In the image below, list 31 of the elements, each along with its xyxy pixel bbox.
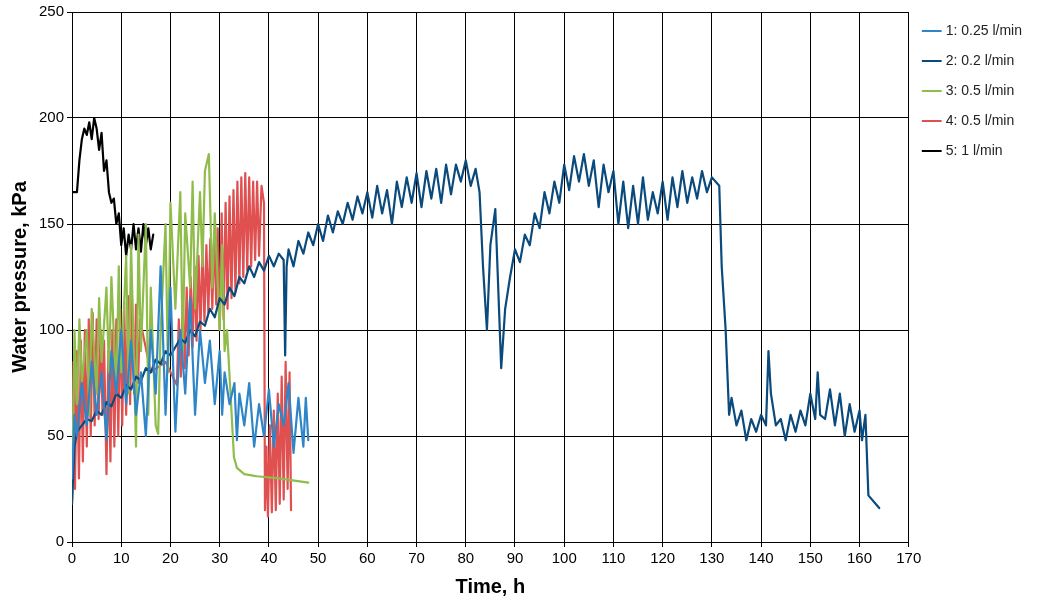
y-tick-label: 100 xyxy=(39,320,65,338)
x-tick-label: 80 xyxy=(457,549,475,567)
legend-label: 2: 0.2 l/min xyxy=(945,51,1015,68)
legend-label: 4: 0.5 l/min xyxy=(945,111,1015,128)
x-tick-label: 160 xyxy=(847,549,873,567)
y-tick-label: 150 xyxy=(39,214,65,232)
x-tick-label: 90 xyxy=(506,549,524,567)
y-tick-label: 50 xyxy=(47,426,65,444)
y-axis-title: Water pressure, kPa xyxy=(7,180,30,373)
x-tick-label: 170 xyxy=(896,549,922,567)
legend-label: 1: 0.25 l/min xyxy=(945,21,1022,38)
legend-label: 5: 1 l/min xyxy=(945,141,1003,158)
x-tick-label: 70 xyxy=(408,549,425,567)
x-tick-label: 120 xyxy=(650,549,676,567)
x-tick-label: 150 xyxy=(797,549,823,567)
x-tick-label: 60 xyxy=(358,549,376,567)
x-tick-label: 100 xyxy=(551,549,577,567)
x-tick-label: 10 xyxy=(112,549,130,567)
x-tick-label: 140 xyxy=(748,549,774,567)
y-tick-label: 0 xyxy=(55,532,65,550)
x-tick-label: 110 xyxy=(601,549,626,567)
y-tick-label: 200 xyxy=(39,108,65,126)
legend-label: 3: 0.5 l/min xyxy=(945,81,1015,98)
x-axis-title: Time, h xyxy=(455,574,526,597)
x-tick-label: 50 xyxy=(309,549,327,567)
y-tick-label: 250 xyxy=(39,2,65,20)
x-tick-label: 20 xyxy=(162,549,179,567)
x-tick-label: 40 xyxy=(260,549,278,567)
x-tick-label: 0 xyxy=(67,549,77,567)
x-tick-label: 130 xyxy=(699,549,725,567)
x-tick-label: 30 xyxy=(211,549,229,567)
